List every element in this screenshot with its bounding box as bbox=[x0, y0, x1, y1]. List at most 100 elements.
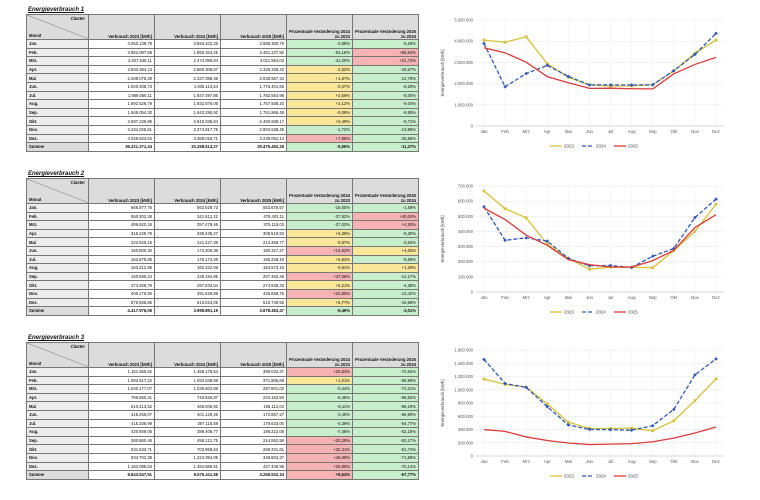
consumption-cell: 2.934.384,13 bbox=[88, 64, 155, 75]
x-tick-label: Mrz bbox=[523, 295, 530, 300]
x-tick-label: Feb bbox=[501, 295, 509, 300]
data-point bbox=[650, 254, 655, 259]
change-cell: -7,46% bbox=[286, 427, 353, 437]
change-cell: +7,88% bbox=[286, 133, 353, 144]
energy-table: Cluster Monat Verbrauch 2023 [kWh] Verbrauc… bbox=[26, 14, 419, 152]
table-row: Jan. 1.161.550,62 1.458.178,54 399.032,37 +2… bbox=[26, 367, 419, 377]
change-cell: -2,52% bbox=[286, 64, 353, 75]
consumption-cell: 173.306,36 bbox=[154, 245, 221, 256]
consumption-cell: 2.860.308,67 bbox=[154, 64, 221, 75]
data-point bbox=[672, 407, 676, 412]
header-corner-cell: Cluster Monat bbox=[26, 178, 89, 204]
consumption-cell: 562.829,73 bbox=[154, 203, 221, 213]
month-cell: Sep. bbox=[26, 107, 89, 118]
consumption-cell: 1.776.401,66 bbox=[220, 81, 287, 92]
series-line-2024 bbox=[483, 358, 717, 431]
consumption-cell: 269.331,61 bbox=[220, 444, 287, 454]
change-cell: +6,39% bbox=[286, 228, 353, 239]
legend-label: 2023 bbox=[564, 144, 574, 149]
change-cell: -12,17% bbox=[352, 271, 419, 282]
table-block-1: Energieverbrauch 1 Cluster Monat Verbrauch … bbox=[26, 6, 419, 152]
consumption-cell: 666.877,76 bbox=[88, 203, 155, 213]
month-cell: Jul. bbox=[26, 418, 89, 429]
y-tick-label: 600.000 bbox=[458, 414, 474, 419]
series-line-2023 bbox=[483, 378, 717, 432]
x-tick-label: Feb bbox=[501, 459, 509, 464]
column-header: Verbrauch 2025 [kWh] bbox=[220, 14, 287, 40]
consumption-cell: 401.129,46 bbox=[154, 409, 221, 420]
month-cell: Mai bbox=[26, 401, 89, 411]
y-tick-label: 100.000 bbox=[458, 274, 474, 279]
change-cell: -8,30% bbox=[352, 228, 419, 239]
consumption-cell: 221.427,38 bbox=[154, 237, 221, 247]
table-row: Nov. 3.434.025,61 3.374.817,75 2.903.538,45… bbox=[26, 124, 419, 135]
table-block-2: Energieverbrauch 2 Cluster Monat Verbrauch … bbox=[26, 170, 419, 316]
data-point bbox=[545, 404, 550, 409]
consumption-cell: 3.952.097,58 bbox=[88, 47, 155, 58]
change-cell: +8,64% bbox=[286, 470, 353, 480]
x-tick-label: Jul bbox=[608, 129, 614, 134]
data-point bbox=[650, 83, 655, 87]
data-point bbox=[503, 40, 507, 44]
consumption-cell: 287.801,02 bbox=[220, 384, 287, 394]
x-tick-label: Mrz bbox=[523, 459, 530, 464]
consumption-cell: 1.945.054,30 bbox=[88, 107, 155, 118]
consumption-cell: 371.905,69 bbox=[220, 375, 287, 386]
change-cell: -9,85% bbox=[352, 107, 419, 118]
data-point bbox=[672, 419, 676, 423]
series-line-2025 bbox=[483, 47, 717, 90]
consumption-cell: 1.932.576,06 bbox=[154, 99, 221, 109]
change-cell: +4,93% bbox=[352, 220, 419, 230]
change-cell: -56,90% bbox=[352, 409, 419, 420]
table-title: Energieverbrauch 1 bbox=[28, 7, 85, 13]
change-cell: -3,88% bbox=[286, 39, 353, 49]
change-cell: -8,11% bbox=[286, 401, 353, 411]
change-cell: -1,59% bbox=[352, 203, 419, 213]
change-cell: +2,56% bbox=[286, 90, 353, 101]
change-cell: -8,20% bbox=[352, 81, 419, 92]
month-cell: Mai bbox=[26, 73, 89, 83]
data-point bbox=[714, 202, 718, 206]
consumption-cell: 3.998.891,19 bbox=[154, 306, 221, 316]
change-cell: -8,00% bbox=[352, 90, 419, 101]
x-tick-label: Nov bbox=[691, 129, 700, 134]
x-tick-label: Sep bbox=[649, 129, 657, 134]
data-point bbox=[651, 266, 655, 270]
change-cell: -1,72% bbox=[286, 124, 353, 135]
column-header: Prozentuale Veränderung 2025 zu 2024 bbox=[352, 342, 419, 368]
consumption-cell: 1.937.497,86 bbox=[154, 90, 221, 101]
consumption-cell: 2.460.939,17 bbox=[220, 116, 287, 126]
y-tick-label: 500.000 bbox=[458, 214, 474, 219]
consumption-cell: 1.464.885,51 bbox=[154, 461, 221, 472]
column-header: Verbrauch 2024 [kWh] bbox=[154, 342, 221, 368]
consumption-cell: 469.006,92 bbox=[154, 401, 221, 411]
month-cell: Nov. bbox=[26, 452, 89, 463]
consumption-cell: 213.359,77 bbox=[220, 237, 287, 247]
table-row: Feb. 1.082.617,22 1.093.538,88 371.905,69 +1… bbox=[26, 375, 419, 386]
consumption-cell: 834.702,38 bbox=[88, 452, 155, 463]
consumption-cell: 222.920,15 bbox=[88, 237, 155, 247]
consumption-cell: 1.943.290,92 bbox=[154, 107, 221, 118]
consumption-cell: 357.479,46 bbox=[154, 220, 221, 230]
data-point bbox=[482, 377, 486, 381]
change-cell: -9,49% bbox=[286, 306, 353, 316]
change-cell: +4,05% bbox=[352, 245, 419, 256]
column-header: Verbrauch 2024 [kWh] bbox=[154, 178, 221, 204]
legend-label: 2024 bbox=[596, 144, 606, 149]
x-tick-label: Jul bbox=[608, 295, 614, 300]
change-cell: -0,09% bbox=[286, 107, 353, 118]
month-cell: Mrz. bbox=[26, 56, 89, 66]
data-point bbox=[714, 377, 718, 381]
table-row: Feb. 550.302,38 341.612,22 478.403,11 -37,92… bbox=[26, 211, 419, 222]
consumption-cell: 9.675.411,58 bbox=[154, 470, 221, 480]
change-cell: +25,95% bbox=[286, 461, 353, 472]
consumption-cell: 162.322,06 bbox=[154, 263, 221, 273]
month-cell: Summe bbox=[26, 470, 89, 480]
column-header: Prozentuale Veränderung 2024 zu 2023 bbox=[286, 14, 353, 40]
table-row: Dez. 1.163.085,53 1.464.885,51 437.449,96 +2… bbox=[26, 461, 419, 472]
series-line-2024 bbox=[483, 32, 717, 88]
table-row: Sep. 160.590,24 236.194,95 207.460,38 +47,08… bbox=[26, 271, 419, 282]
consumption-cell: 3.374.817,75 bbox=[154, 124, 221, 135]
month-cell: Okt. bbox=[26, 280, 89, 290]
month-cell: Dez. bbox=[26, 133, 89, 144]
